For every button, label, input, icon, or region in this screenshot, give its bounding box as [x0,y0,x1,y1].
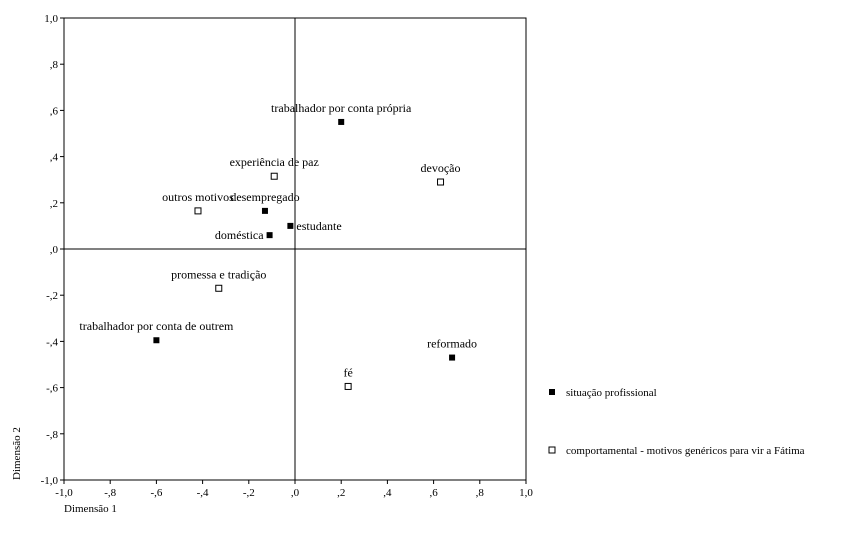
point-marker [194,207,202,215]
y-tick-label: -1,0 [41,475,59,487]
point-marker [270,172,278,180]
point-marker [261,207,268,214]
x-tick-label: 1,0 [519,487,533,499]
y-tick-label: ,8 [50,59,59,71]
point-marker [344,382,352,390]
point-label: doméstica [215,228,264,242]
point-label: trabalhador por conta de outrem [79,319,234,333]
point-marker [287,222,294,229]
point-label: devoção [421,161,461,175]
point-marker [266,232,273,239]
point-label: desempregado [230,190,299,204]
legend: situação profissional comportamental - mo… [548,387,805,457]
x-axis-title: Dimensão 1 [64,503,117,515]
point-marker [449,354,456,361]
y-tick-label: ,0 [50,244,59,256]
x-tick-label: ,8 [476,487,485,499]
point-label: outros motivos [162,190,234,204]
x-tick-label: -,4 [197,487,209,499]
y-tick-label: -,8 [46,429,58,441]
point-marker [338,118,345,125]
y-tick-label: ,4 [50,152,59,164]
x-tick-label: -,6 [150,487,162,499]
point-label: estudante [296,219,341,233]
x-tick-label: ,0 [291,487,300,499]
point-marker [215,284,223,292]
x-tick-label: ,2 [337,487,345,499]
point-marker [153,337,160,344]
point-label: fé [343,365,352,379]
x-tick-label: -1,0 [55,487,73,499]
x-tick-label: -,8 [104,487,116,499]
y-tick-label: 1,0 [44,13,58,25]
y-tick-label: ,6 [50,105,59,117]
y-axis-ticks: 1,0 ,8 ,6 ,4 ,2 ,0 -,2 -,4 -,6 -,8 -1,0 [41,13,64,487]
point-label: trabalhador por conta própria [271,101,412,115]
x-tick-label: ,6 [429,487,438,499]
x-axis-ticks: -1,0 -,8 -,6 -,4 -,2 ,0 ,2 ,4 ,6 ,8 1,0 [55,480,533,499]
legend-marker [549,389,555,395]
point-label: reformado [427,337,477,351]
y-tick-label: -,4 [46,336,58,348]
reference-lines [64,18,526,480]
point-marker [437,178,445,186]
point-label: promessa e tradição [171,267,266,281]
x-tick-label: -,2 [243,487,255,499]
y-axis-title: Dimensão 2 [11,427,23,480]
y-tick-label: ,2 [50,198,58,210]
x-tick-label: ,4 [383,487,392,499]
point-label: experiência de paz [230,155,319,169]
legend-label: situação profissional [566,387,657,399]
y-tick-label: -,2 [46,290,58,302]
y-tick-label: -,6 [46,383,58,395]
legend-label: comportamental - motivos genéricos para … [566,445,805,457]
legend-marker [548,446,556,454]
data-points: trabalhador por conta própria desempregad… [79,101,477,390]
